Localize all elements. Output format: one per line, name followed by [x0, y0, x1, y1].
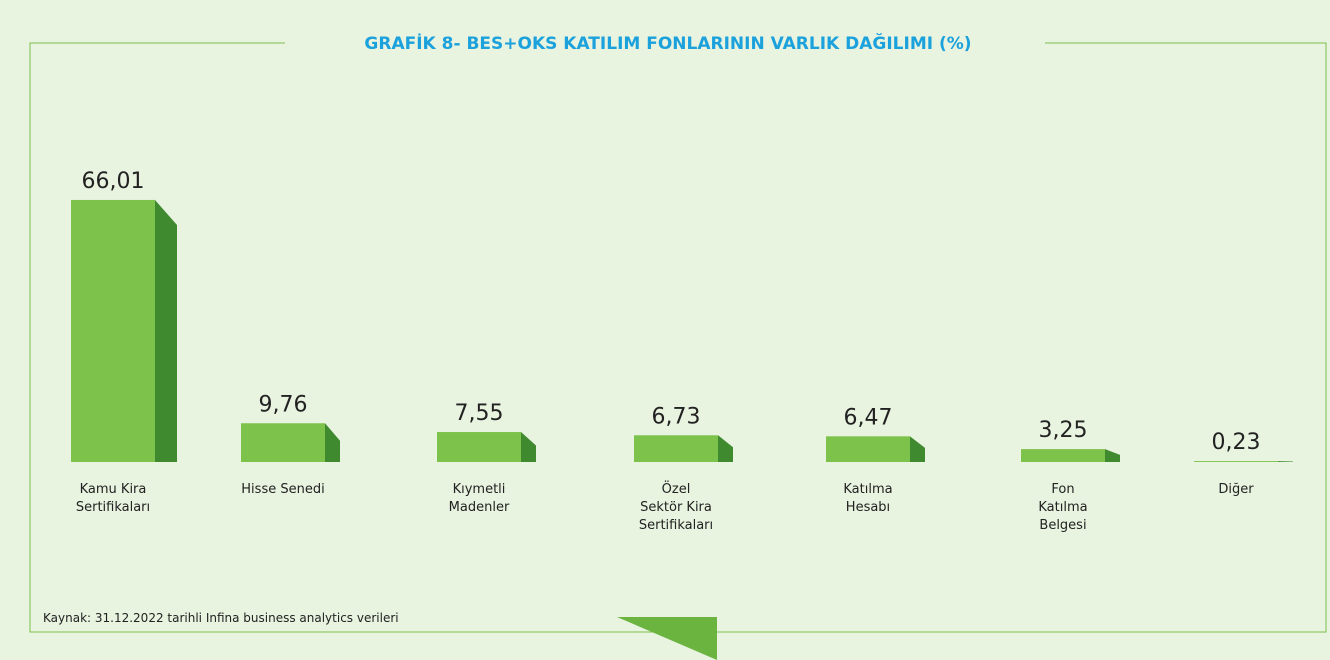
bar — [634, 435, 718, 462]
bar-side — [325, 423, 340, 462]
bar-side — [155, 199, 177, 462]
category-label: Özel Sektör Kira Sertifikaları — [638, 482, 714, 533]
value-label: 6,47 — [844, 405, 893, 430]
value-label: 6,73 — [652, 404, 701, 429]
decor-triangle — [617, 617, 717, 660]
bar — [826, 436, 910, 462]
category-label: Fon Katılma Belgesi — [1038, 482, 1088, 533]
source-note: Kaynak: 31.12.2022 tarihli Infina busine… — [43, 611, 399, 625]
bar — [71, 199, 155, 462]
bar — [1194, 461, 1278, 462]
bar — [1021, 449, 1105, 462]
category-label: Hisse Senedi — [241, 482, 325, 497]
value-label: 9,76 — [259, 392, 308, 417]
value-label: 7,55 — [455, 401, 504, 426]
bar-side — [718, 435, 733, 462]
chart-title: GRAFİK 8- BES+OKS KATILIM FONLARININ VAR… — [364, 32, 971, 54]
value-label: 0,23 — [1212, 430, 1261, 455]
category-label: Katılma Hesabı — [843, 482, 893, 515]
bar — [241, 423, 325, 462]
value-label: 3,25 — [1039, 418, 1088, 443]
bar — [437, 432, 521, 462]
category-label: Kıymetli Madenler — [448, 482, 510, 515]
bar-side — [1105, 449, 1120, 462]
bar-side — [910, 436, 925, 462]
value-label: 66,01 — [82, 169, 145, 194]
bar-side — [521, 432, 536, 462]
bar-side — [1278, 461, 1293, 462]
category-label: Diğer — [1218, 482, 1254, 497]
category-label: Kamu Kira Sertifikaları — [75, 482, 151, 515]
frame — [29, 42, 1327, 633]
